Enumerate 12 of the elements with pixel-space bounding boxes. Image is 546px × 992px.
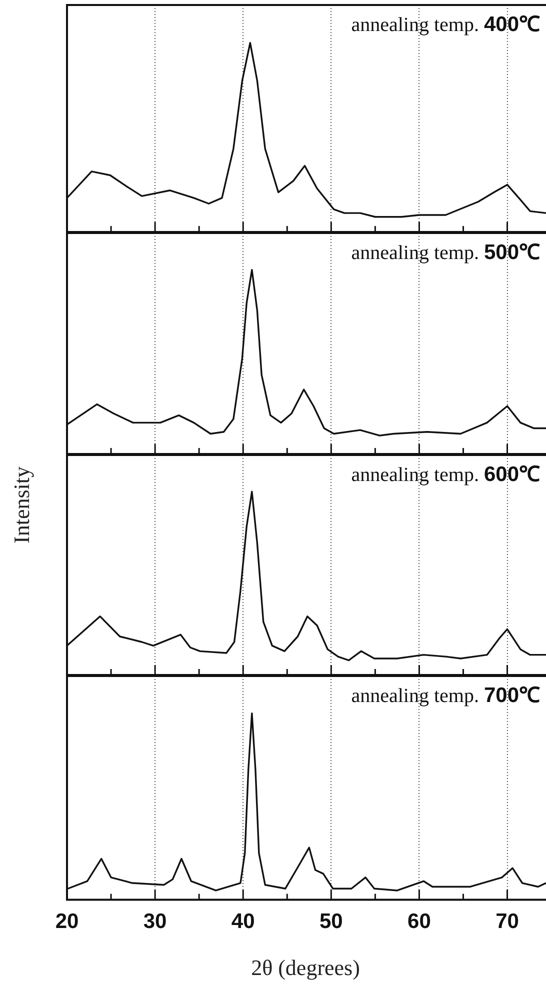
chart-title: annealing temp. 600℃ bbox=[351, 463, 540, 486]
x-tick-label: 30 bbox=[143, 910, 167, 934]
x-axis-title: 2θ (degrees) bbox=[250, 955, 361, 981]
chart-title: annealing temp. 700℃ bbox=[351, 684, 540, 707]
chart-title: annealing temp. 400℃ bbox=[351, 13, 540, 36]
x-tick-label: 60 bbox=[408, 910, 431, 934]
x-tick-label: 20 bbox=[55, 910, 79, 934]
x-tick-label: 70 bbox=[496, 910, 519, 934]
x-tick-label: 50 bbox=[319, 910, 343, 934]
y-axis-title: Intensity bbox=[9, 466, 35, 544]
chart-title: annealing temp. 500℃ bbox=[351, 241, 540, 264]
x-tick-label: 40 bbox=[231, 910, 255, 934]
